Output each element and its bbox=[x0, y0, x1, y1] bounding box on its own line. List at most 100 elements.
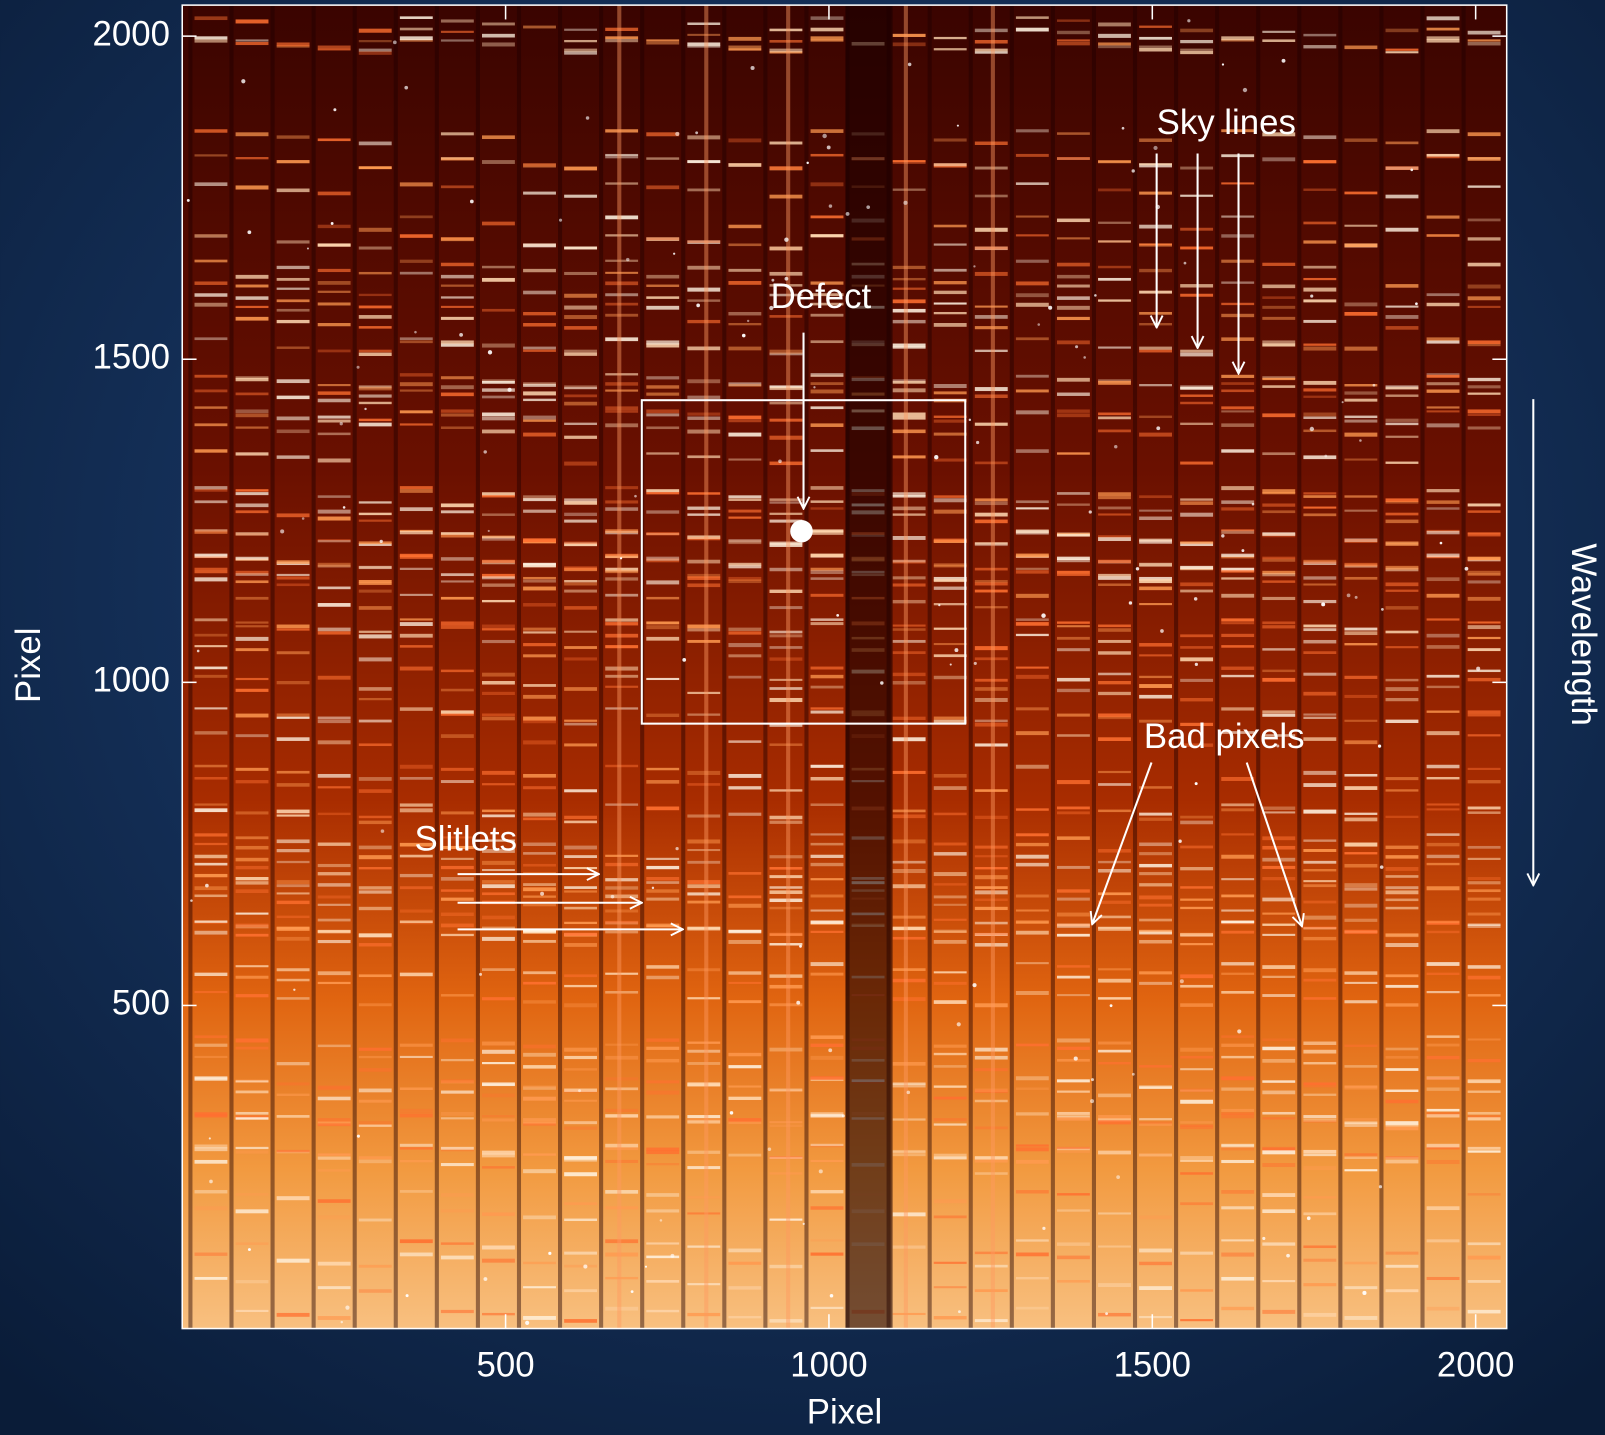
sky-line bbox=[358, 1289, 392, 1293]
sky-line bbox=[769, 271, 803, 276]
sky-line bbox=[1426, 423, 1460, 428]
sky-line bbox=[564, 630, 598, 633]
sky-line bbox=[892, 429, 926, 434]
sky-line bbox=[605, 271, 639, 274]
bad-pixel bbox=[1135, 567, 1140, 571]
sky-line bbox=[399, 259, 433, 263]
sky-line bbox=[1303, 651, 1337, 655]
sky-line bbox=[358, 48, 392, 52]
sky-line bbox=[1262, 570, 1296, 575]
bad-pixel bbox=[675, 847, 679, 851]
sky-line bbox=[399, 1239, 433, 1244]
sky-line bbox=[358, 315, 392, 319]
sky-line bbox=[523, 498, 556, 502]
sky-line bbox=[317, 1215, 351, 1220]
sky-line bbox=[440, 710, 474, 715]
sky-line bbox=[1344, 918, 1378, 922]
bad-pixel bbox=[1281, 58, 1286, 63]
sky-line bbox=[728, 540, 762, 545]
sky-line bbox=[399, 271, 433, 275]
sky-line bbox=[728, 1052, 762, 1057]
sky-line bbox=[1303, 395, 1337, 398]
sky-line bbox=[317, 883, 351, 887]
sky-line bbox=[605, 854, 639, 857]
sky-line bbox=[358, 349, 392, 353]
sky-line bbox=[1180, 984, 1214, 988]
sky-line bbox=[1180, 974, 1214, 979]
sky-line bbox=[646, 965, 680, 969]
sky-line bbox=[1015, 707, 1049, 711]
sky-line bbox=[1426, 577, 1460, 582]
sky-line bbox=[892, 672, 926, 677]
y-tick-label: 500 bbox=[112, 984, 170, 1023]
sky-line bbox=[1426, 129, 1460, 134]
sky-line bbox=[687, 395, 721, 399]
bad-pixel bbox=[585, 116, 590, 120]
sky-line bbox=[769, 315, 803, 318]
sky-line bbox=[1139, 1215, 1172, 1220]
sky-line bbox=[358, 166, 392, 169]
sky-line bbox=[769, 867, 803, 870]
sky-line bbox=[1180, 401, 1214, 405]
sky-line bbox=[728, 243, 762, 247]
sky-line bbox=[1015, 500, 1049, 504]
sky-line bbox=[687, 1041, 721, 1044]
sky-line bbox=[1385, 1047, 1419, 1051]
sky-line bbox=[1385, 697, 1419, 702]
sky-line bbox=[564, 890, 598, 893]
sky-line bbox=[523, 654, 556, 658]
sky-line bbox=[399, 842, 433, 847]
sky-line bbox=[317, 930, 351, 933]
sky-line bbox=[1139, 895, 1172, 900]
sky-line bbox=[810, 618, 844, 621]
sky-line bbox=[769, 1089, 803, 1092]
sky-line bbox=[810, 449, 844, 452]
sky-line bbox=[810, 27, 844, 32]
sky-line bbox=[1015, 833, 1049, 837]
bad-pixel bbox=[822, 133, 827, 139]
sky-line bbox=[1426, 293, 1460, 297]
sky-line bbox=[1467, 1090, 1501, 1093]
bad-pixel bbox=[1114, 445, 1118, 449]
sky-line bbox=[892, 628, 926, 631]
sky-line bbox=[605, 593, 639, 597]
sky-line bbox=[523, 1065, 556, 1069]
sky-line bbox=[1344, 243, 1378, 248]
sky-line bbox=[235, 409, 269, 414]
bad-pixel bbox=[190, 899, 193, 902]
sky-line bbox=[974, 582, 1008, 586]
sky-line bbox=[1344, 1153, 1378, 1158]
sky-line bbox=[1056, 392, 1090, 396]
sky-line bbox=[194, 553, 228, 557]
sky-line bbox=[1303, 380, 1337, 385]
sky-line bbox=[1180, 634, 1214, 638]
sky-line bbox=[1180, 1124, 1214, 1127]
sky-line bbox=[440, 933, 474, 937]
sky-line bbox=[1139, 812, 1172, 816]
sky-line bbox=[769, 498, 803, 501]
sky-line bbox=[1221, 410, 1255, 413]
sky-line bbox=[933, 903, 967, 906]
sky-line bbox=[974, 1099, 1008, 1103]
sky-line bbox=[892, 1150, 926, 1154]
sky-line bbox=[1180, 820, 1214, 825]
sky-line bbox=[358, 630, 392, 633]
sky-line bbox=[1056, 1255, 1090, 1260]
sky-line bbox=[1098, 495, 1131, 500]
sky-line bbox=[276, 884, 310, 888]
sky-line bbox=[646, 1115, 680, 1119]
sky-line bbox=[482, 495, 515, 498]
sky-line bbox=[892, 884, 926, 889]
sky-line bbox=[933, 1118, 967, 1122]
sky-line bbox=[235, 923, 269, 928]
sky-line bbox=[974, 1055, 1008, 1060]
sky-line bbox=[892, 680, 926, 685]
sky-line bbox=[358, 606, 392, 610]
sky-line bbox=[933, 1052, 967, 1056]
sky-line bbox=[1221, 1159, 1255, 1164]
sky-line bbox=[810, 507, 844, 510]
sky-line bbox=[646, 237, 680, 241]
sky-line bbox=[1015, 449, 1049, 453]
sky-line bbox=[1426, 633, 1460, 638]
sky-line bbox=[1221, 894, 1255, 898]
